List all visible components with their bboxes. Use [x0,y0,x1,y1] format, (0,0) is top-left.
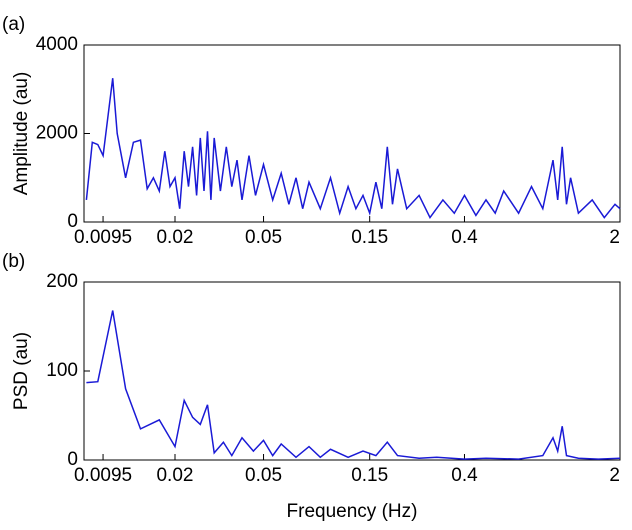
y-axis-label: Amplitude (au) [11,72,32,196]
x-tick-label: 0.4 [451,227,478,248]
x-tick-label: 0.0095 [74,465,132,486]
x-tick-label: 0.02 [156,227,193,248]
data-line [85,78,621,220]
y-tick-label: 4000 [36,34,78,55]
x-tick-label: 0.05 [245,465,282,486]
x-tick-label: 0.02 [156,465,193,486]
data-line [86,310,621,460]
x-tick-label: 2 [609,227,620,248]
panel-label: (b) [2,251,25,272]
y-tick-label: 0 [67,211,78,232]
x-tick-label: 2 [609,465,620,486]
x-tick-label: 0.15 [351,465,388,486]
plot-area [83,281,621,461]
y-axis-label: PSD (au) [11,332,32,410]
x-tick-label: 0.4 [451,465,478,486]
x-tick-label: 0.0095 [74,227,132,248]
y-tick-label: 200 [46,271,78,292]
y-tick-label: 100 [46,360,78,381]
panel-label: (a) [2,14,25,35]
x-axis-label: Frequency (Hz) [287,501,418,522]
y-tick-label: 0 [67,449,78,470]
y-tick-label: 2000 [36,123,78,144]
x-tick-label: 0.05 [245,227,282,248]
x-tick-label: 0.15 [351,227,388,248]
